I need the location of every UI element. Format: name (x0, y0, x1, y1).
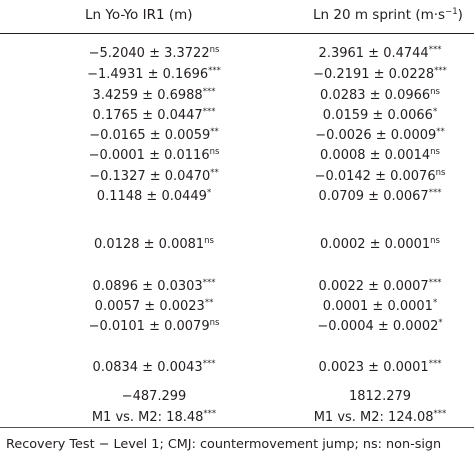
significance-marker: ** (210, 127, 219, 137)
cell-value: 0.0709 ± 0.0067 (318, 189, 429, 204)
significance-marker: *** (428, 278, 442, 288)
bottom-rule (0, 427, 474, 428)
column-header-sprint-exponent: −1 (445, 7, 458, 17)
cell-value: 1812.279 (348, 389, 412, 404)
significance-marker: * (432, 107, 438, 117)
cell-yoyo: 0.0896 ± 0.0303*** (64, 279, 244, 294)
cell-value: M1 vs. M2: 18.48 (91, 410, 204, 425)
cell-sprint: −0.0004 ± 0.0002* (290, 319, 470, 334)
cell-yoyo: 0.1148 ± 0.0449* (64, 189, 244, 204)
cell-value: 0.0159 ± 0.0066 (322, 108, 433, 123)
significance-marker: ns (204, 236, 214, 246)
cell-value: 0.0001 ± 0.0001 (322, 299, 433, 314)
header-rule (0, 33, 474, 34)
cell-sprint: −0.0026 ± 0.0009** (290, 128, 470, 143)
cell-value: M1 vs. M2: 124.08 (313, 410, 434, 425)
cell-sprint: 0.0709 ± 0.0067*** (290, 189, 470, 204)
cell-value: 0.0128 ± 0.0081 (94, 237, 205, 252)
significance-marker: ** (210, 168, 219, 178)
cell-value: 0.0008 ± 0.0014 (320, 148, 431, 163)
significance-marker: *** (208, 66, 221, 76)
cell-yoyo: 0.0834 ± 0.0043*** (64, 360, 244, 375)
significance-marker: ns (209, 147, 220, 157)
significance-marker: ** (204, 298, 214, 308)
cell-value: 3.4259 ± 0.6988 (92, 88, 203, 103)
cell-yoyo: −1.4931 ± 0.1696*** (64, 67, 244, 82)
table-footnote: Recovery Test − Level 1; CMJ: countermov… (6, 437, 442, 452)
cell-value: 0.0002 ± 0.0001 (320, 237, 431, 252)
cell-yoyo: −0.0101 ± 0.0079ns (64, 319, 244, 334)
cell-value: −5.2040 ± 3.3722 (88, 46, 210, 61)
cell-value: −1.4931 ± 0.1696 (87, 67, 209, 82)
cell-sprint: 0.0008 ± 0.0014ns (290, 148, 470, 163)
cell-sprint: 0.0283 ± 0.0966ns (290, 88, 470, 103)
significance-marker: *** (428, 188, 442, 198)
significance-marker: *** (202, 359, 216, 369)
cell-value: 0.1765 ± 0.0447 (92, 108, 203, 123)
column-header-sprint-close: ) (457, 7, 463, 23)
significance-marker: * (432, 298, 438, 308)
column-header-sprint-text: Ln 20 m sprint (m·s (313, 7, 446, 23)
significance-marker: ns (430, 147, 440, 157)
cell-value: −0.0026 ± 0.0009 (315, 128, 437, 143)
cell-yoyo: M1 vs. M2: 18.48*** (64, 410, 244, 425)
significance-marker: ns (435, 168, 446, 178)
cell-value: −0.2191 ± 0.0228 (313, 67, 435, 82)
significance-marker: * (438, 318, 443, 328)
cell-value: 0.1148 ± 0.0449 (96, 189, 207, 204)
cell-value: −0.0001 ± 0.0116 (88, 148, 210, 163)
cell-sprint: 0.0001 ± 0.0001* (290, 299, 470, 314)
significance-marker: ns (430, 87, 440, 97)
cell-value: 0.0057 ± 0.0023 (94, 299, 205, 314)
column-header-sprint: Ln 20 m sprint (m·s−1) (313, 7, 463, 23)
significance-marker: *** (428, 359, 442, 369)
cell-value: −0.0004 ± 0.0002 (317, 319, 439, 334)
cell-sprint: 0.0022 ± 0.0007*** (290, 279, 470, 294)
significance-marker: *** (202, 107, 216, 117)
significance-marker: ns (430, 236, 440, 246)
cell-sprint: −0.2191 ± 0.0228*** (290, 67, 470, 82)
cell-value: −0.0101 ± 0.0079 (88, 319, 210, 334)
cell-sprint: 0.0159 ± 0.0066* (290, 108, 470, 123)
cell-value: −487.299 (121, 389, 187, 404)
cell-value: 0.0023 ± 0.0001 (318, 360, 429, 375)
cell-value: 0.0022 ± 0.0007 (318, 279, 429, 294)
cell-value: 2.3961 ± 0.4744 (318, 46, 429, 61)
significance-marker: ns (209, 45, 220, 55)
significance-marker: *** (433, 409, 447, 419)
cell-value: 0.0896 ± 0.0303 (92, 279, 203, 294)
cell-yoyo: −0.0001 ± 0.0116ns (64, 148, 244, 163)
significance-marker: *** (202, 278, 216, 288)
cell-sprint: M1 vs. M2: 124.08*** (290, 410, 470, 425)
cell-value: 0.0834 ± 0.0043 (92, 360, 203, 375)
significance-marker: ns (209, 318, 220, 328)
significance-marker: *** (203, 409, 217, 419)
cell-yoyo: −5.2040 ± 3.3722ns (64, 46, 244, 61)
cell-yoyo: −0.0165 ± 0.0059** (64, 128, 244, 143)
cell-sprint: 2.3961 ± 0.4744*** (290, 46, 470, 61)
cell-value: 0.0283 ± 0.0966 (320, 88, 431, 103)
cell-sprint: 1812.279 (290, 389, 470, 404)
column-header-yoyo: Ln Yo-Yo IR1 (m) (85, 7, 193, 23)
cell-yoyo: 0.1765 ± 0.0447*** (64, 108, 244, 123)
cell-yoyo: 0.0057 ± 0.0023** (64, 299, 244, 314)
significance-marker: ** (436, 127, 445, 137)
cell-yoyo: 3.4259 ± 0.6988*** (64, 88, 244, 103)
cell-yoyo: 0.0128 ± 0.0081ns (64, 237, 244, 252)
cell-value: −0.0142 ± 0.0076 (314, 169, 436, 184)
cell-sprint: 0.0002 ± 0.0001ns (290, 237, 470, 252)
significance-marker: *** (428, 45, 442, 55)
cell-sprint: 0.0023 ± 0.0001*** (290, 360, 470, 375)
significance-marker: *** (202, 87, 216, 97)
cell-value: −0.0165 ± 0.0059 (89, 128, 211, 143)
significance-marker: *** (434, 66, 447, 76)
cell-yoyo: −0.1327 ± 0.0470** (64, 169, 244, 184)
significance-marker: * (206, 188, 212, 198)
cell-yoyo: −487.299 (64, 389, 244, 404)
cell-value: −0.1327 ± 0.0470 (89, 169, 211, 184)
cell-sprint: −0.0142 ± 0.0076ns (290, 169, 470, 184)
